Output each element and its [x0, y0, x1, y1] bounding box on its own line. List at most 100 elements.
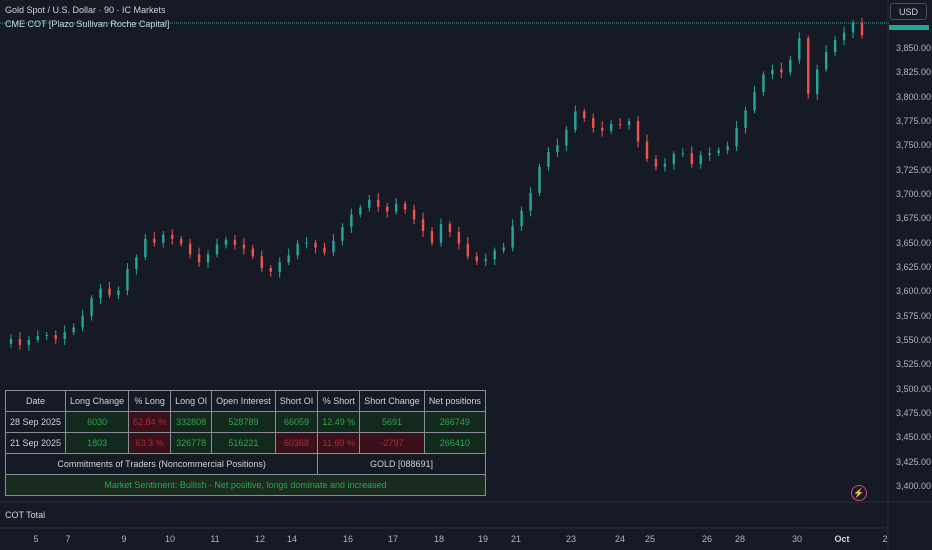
symbol-legend[interactable]: Gold Spot / U.S. Dollar · 90 · IC Market…: [5, 5, 166, 15]
candle-body: [448, 224, 452, 232]
candle-body: [789, 59, 792, 73]
candle-body: [233, 239, 237, 245]
candle-body: [699, 155, 702, 164]
lightning-icon[interactable]: ⚡: [851, 485, 867, 501]
candle-body: [807, 38, 810, 94]
cell-short-oi: 66059: [274, 411, 319, 433]
candle-body: [565, 129, 568, 146]
candle-body: [314, 242, 317, 248]
time-axis-label: 12: [254, 534, 266, 544]
candle-body: [466, 243, 470, 257]
price-axis-label: 3,550.00: [896, 334, 932, 345]
candle-body: [520, 210, 523, 227]
time-axis-label: 24: [614, 534, 626, 544]
cell-pct-short: 12.49 %: [317, 411, 361, 433]
candle-body: [592, 118, 595, 128]
candle-body: [744, 110, 747, 128]
candle-body: [287, 255, 290, 263]
price-axis-label: 3,600.00: [896, 286, 932, 297]
price-axis-label: 3,825.00: [896, 67, 932, 78]
candle-body: [206, 254, 210, 263]
candle-body: [502, 247, 505, 251]
candle-body: [269, 267, 272, 272]
candle-body: [99, 288, 102, 299]
time-axis-label: 11: [210, 534, 220, 544]
candle-body: [332, 240, 335, 253]
time-axis-label: 18: [433, 534, 445, 544]
candle-body: [90, 298, 93, 316]
cot-footer-row: Commitments of Traders (Noncommercial Po…: [4, 453, 486, 475]
cell-pct-long: 63.3 %: [128, 432, 172, 454]
candle-body: [708, 153, 711, 156]
candle-body: [574, 111, 577, 130]
candle-body: [547, 152, 550, 167]
price-axis-label: 3,675.00: [896, 213, 932, 224]
last-price-tag: [889, 25, 929, 30]
candle-body: [179, 238, 183, 244]
candle-body: [341, 227, 344, 241]
indicator-legend[interactable]: CME COT [Plazo Sullivan Roche Capital]: [5, 19, 170, 29]
candle-body: [762, 74, 765, 92]
cot-table: Date Long Change % Long Long OI Open Int…: [4, 390, 486, 496]
candle-body: [780, 69, 783, 73]
table-row: 21 Sep 2025 1803 63.3 % 326778 516221 60…: [4, 432, 486, 454]
candle-body: [412, 209, 416, 220]
cell-long-change: 6030: [65, 411, 130, 433]
candle-body: [108, 288, 111, 296]
candle-body: [135, 257, 138, 269]
candle-body: [323, 247, 326, 253]
time-axis-label: 10: [164, 534, 176, 544]
time-axis-label: 14: [286, 534, 298, 544]
candle-body: [197, 254, 201, 263]
time-axis-label: 5: [33, 534, 39, 544]
cot-pane-title[interactable]: COT Total: [5, 510, 46, 520]
table-row: 28 Sep 2025 6030 62.84 % 332808 528789 6…: [4, 411, 486, 433]
contract-code: GOLD [088691]: [317, 453, 486, 475]
candle-body: [663, 163, 667, 167]
candle-body: [171, 234, 174, 239]
candle-body: [824, 51, 828, 70]
candle-body: [421, 219, 425, 232]
candle-body: [484, 259, 487, 262]
cot-header-row: Date Long Change % Long Long OI Open Int…: [4, 390, 486, 412]
candle-body: [54, 335, 57, 340]
candle-body: [457, 231, 461, 244]
candle-body: [860, 22, 864, 36]
price-axis-label: 3,475.00: [896, 407, 932, 418]
candle-body: [618, 123, 622, 125]
sentiment-row: Market Sentiment: Bullish - Net positive…: [5, 474, 486, 496]
candle-body: [278, 262, 281, 272]
candle-body: [27, 340, 31, 345]
price-axis-label: 3,525.00: [896, 359, 932, 370]
cell-net-positions: 266749: [423, 411, 486, 433]
candle-body: [18, 339, 22, 345]
currency-button[interactable]: USD: [890, 3, 927, 20]
candle-body: [215, 244, 219, 255]
candle-body: [36, 336, 40, 341]
time-axis-label: 21: [510, 534, 522, 544]
candle-body: [538, 166, 541, 194]
header-pct-short: % Short: [317, 390, 361, 412]
time-axis-label: 7: [65, 534, 71, 544]
header-date: Date: [4, 390, 67, 412]
price-axis-label: 3,725.00: [896, 164, 932, 175]
candle-body: [735, 127, 738, 147]
candle-body: [305, 242, 308, 244]
candle-body: [681, 153, 685, 155]
cell-date: 28 Sep 2025: [4, 411, 67, 433]
candle-body: [645, 141, 649, 159]
candle-body: [717, 150, 720, 154]
candle-body: [475, 256, 478, 262]
candle-body: [771, 69, 774, 75]
header-short-change: Short Change: [359, 390, 425, 412]
time-axis-label: 30: [791, 534, 803, 544]
candle-body: [583, 111, 586, 119]
candle-body: [359, 207, 362, 215]
candles-group: [9, 17, 864, 351]
candle-body: [627, 121, 631, 125]
cell-long-oi: 332808: [170, 411, 213, 433]
cell-pct-long: 62.84 %: [128, 411, 172, 433]
candle-body: [296, 243, 299, 256]
candle-body: [72, 327, 75, 333]
